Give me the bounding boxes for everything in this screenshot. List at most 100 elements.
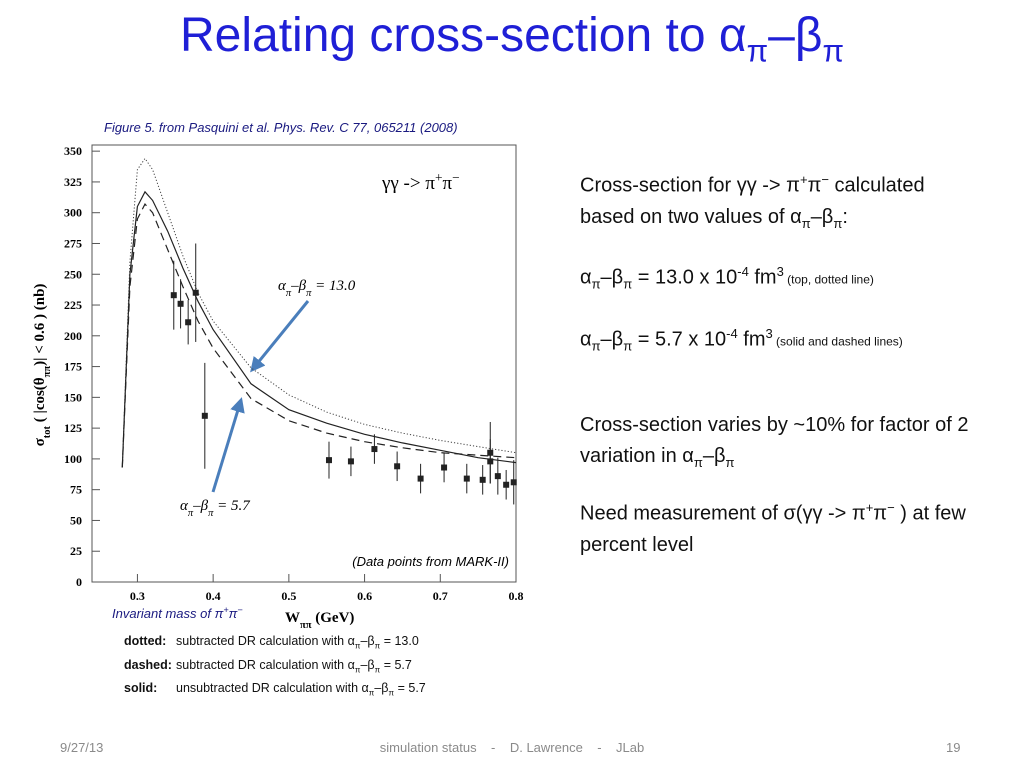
text-run: Cross-section for γγ -> π — [580, 174, 800, 197]
y-tick-label: 75 — [70, 483, 82, 497]
text-run: subtracted DR calculation with α — [176, 634, 355, 648]
curve-solid — [121, 190, 517, 468]
data-point — [479, 476, 486, 483]
text-block: Cross-section for γγ -> π+ π − calculated … — [580, 164, 980, 239]
data-point — [441, 464, 448, 471]
text-run: = 13.0 — [380, 634, 419, 648]
text-run: –β — [702, 445, 726, 467]
text-run: − — [821, 172, 829, 187]
text-run: = 5.7 — [380, 657, 412, 672]
text-run: unsubtracted DR calculation with α — [176, 681, 369, 695]
text-run: α — [180, 498, 189, 514]
x-caption: Invariant mass of π+π− — [112, 605, 243, 621]
footer-page: 19 — [946, 740, 961, 755]
text-run: )| < 0.6 ) (nb) — [32, 284, 48, 366]
data-point — [192, 289, 199, 296]
text-run: –β — [374, 681, 389, 695]
text-run: Invariant mass of π — [112, 606, 224, 621]
text-run: π — [822, 33, 845, 69]
text-run: = 13.0 x 10 — [632, 266, 738, 289]
plot-frame — [91, 144, 517, 583]
text-run: subtracted DR calculation with α — [176, 657, 355, 672]
text-run: + — [435, 170, 443, 185]
text-run: π — [591, 276, 601, 292]
legend-text: subtracted DR calculation with απ–βπ = 5… — [176, 657, 412, 675]
x-tick-label: 0.6 — [357, 589, 372, 603]
text-run: ( |cos(θ — [32, 377, 48, 426]
text-run: fm — [737, 328, 766, 351]
text-run: = 5.7 — [213, 498, 251, 514]
text-run: π — [286, 288, 292, 299]
x-tick-label: 0.7 — [433, 589, 448, 603]
text-run: 3 — [776, 264, 784, 279]
text-run: = 5.7 — [394, 681, 426, 695]
text-run: ππ — [300, 620, 312, 631]
text-run: α — [580, 266, 592, 289]
text-run: Relating cross-section to α — [179, 9, 747, 62]
text-run: π — [746, 33, 769, 69]
text-run: Cross-section varies by ~10% for factor … — [580, 414, 975, 467]
text-run: π — [374, 665, 381, 674]
text-run: –β — [600, 266, 624, 289]
text-run: ππ — [42, 366, 53, 378]
text-block: Cross-section varies by ~10% for factor … — [580, 410, 980, 478]
legend-text: subtracted DR calculation with απ–βπ = 1… — [176, 634, 419, 651]
text-run: + — [865, 500, 874, 515]
y-tick-label: 175 — [64, 360, 82, 374]
text-run: calculated based on two values of α — [580, 174, 931, 228]
legend-row: dotted: subtracted DR calculation with α π… — [124, 632, 426, 656]
data-point — [463, 475, 470, 482]
text-run: + — [223, 605, 228, 615]
text-run: γγ -> π — [381, 173, 435, 194]
text-run: 3 — [765, 326, 773, 341]
text-run: tot — [42, 425, 53, 438]
text-run: + — [799, 172, 808, 187]
y-tick-label: 25 — [70, 544, 82, 558]
data-point — [503, 481, 510, 488]
y-tick-label: 0 — [76, 575, 82, 589]
legend: dotted: subtracted DR calculation with απ… — [124, 632, 426, 703]
text-run: π — [374, 641, 381, 651]
data-point — [201, 412, 208, 419]
data-point — [371, 446, 378, 453]
text-block: Need measurement of σ(γγ -> π+π− ) at fe… — [580, 492, 980, 561]
legend-text: unsubtracted DR calculation with απ–βπ =… — [176, 681, 426, 698]
figure-caption: Figure 5. from Pasquini et al. Phys. Rev… — [104, 120, 458, 135]
text-run: π — [591, 338, 601, 354]
text-run: − — [887, 500, 895, 515]
text-run: π — [354, 665, 361, 674]
text-run: -4 — [726, 326, 738, 341]
text-run: α — [278, 278, 287, 294]
text-run: π — [623, 338, 633, 354]
legend-key: solid: — [124, 681, 158, 695]
data-point — [494, 473, 501, 480]
lower-label: απ–βπ = 5.7 — [180, 498, 251, 519]
legend-row: dashed: subtracted DR calculation with απ… — [124, 656, 426, 680]
text-run: Need measurement of σ(γγ -> π — [580, 502, 866, 525]
text-run: π — [833, 215, 843, 231]
data-point — [417, 475, 424, 482]
text-run: (solid and dashed lines) — [772, 334, 903, 349]
y-tick-label: 125 — [64, 421, 82, 435]
text-run: –β — [360, 657, 375, 672]
curve-dotted — [121, 157, 517, 468]
data-point — [510, 479, 517, 486]
text-run: π — [306, 288, 312, 299]
upper-label: απ–βπ = 13.0 — [278, 278, 356, 299]
text-run: –β — [192, 498, 209, 514]
text-run: π — [693, 455, 703, 470]
text-run: π — [188, 508, 194, 519]
text-run: -4 — [737, 264, 749, 279]
x-tick-label: 0.5 — [281, 589, 296, 603]
text-run: π — [873, 502, 888, 525]
y-tick-label: 350 — [64, 144, 82, 158]
legend-key: dotted: — [124, 634, 167, 648]
text-run: (GeV) — [312, 610, 355, 626]
y-tick-label: 100 — [64, 452, 82, 466]
legend-row: solid: unsubtracted DR calculation with α… — [124, 679, 426, 703]
text-run: = 5.7 x 10 — [632, 328, 727, 351]
text-block: απ–βπ = 5.7 x 10-4 fm3 (solid and dashed… — [580, 318, 980, 362]
slide-title: Relating cross-section to απ–βπ — [0, 8, 1024, 70]
